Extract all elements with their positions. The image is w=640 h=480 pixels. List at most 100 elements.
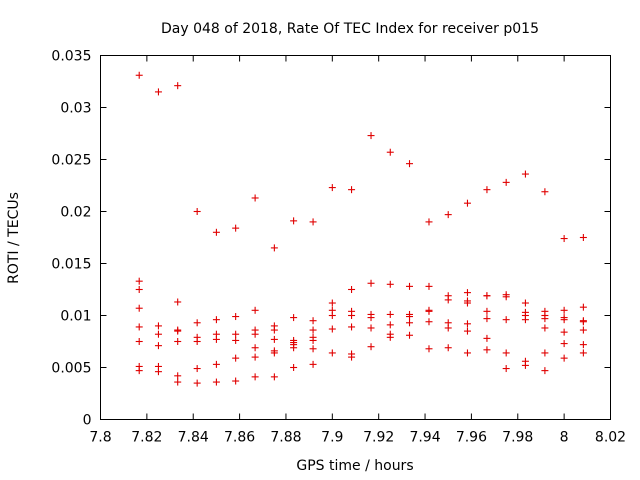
data-point bbox=[386, 321, 394, 329]
data-point bbox=[502, 365, 510, 373]
data-point bbox=[463, 349, 471, 357]
data-point bbox=[154, 330, 162, 338]
y-tick-label: 0.015 bbox=[51, 257, 91, 273]
data-point bbox=[270, 244, 278, 252]
data-point bbox=[348, 353, 356, 361]
data-point bbox=[212, 360, 220, 368]
data-point bbox=[502, 293, 510, 301]
data-point bbox=[232, 377, 240, 385]
data-point bbox=[251, 353, 259, 361]
data-point bbox=[251, 373, 259, 381]
data-point bbox=[483, 186, 491, 194]
data-point bbox=[483, 346, 491, 354]
data-point bbox=[560, 328, 568, 336]
data-point bbox=[367, 324, 375, 332]
data-point bbox=[174, 327, 182, 335]
x-tick-label: 7.8 bbox=[89, 430, 111, 446]
data-point bbox=[232, 224, 240, 232]
x-axis-label: GPS time / hours bbox=[296, 458, 413, 474]
data-point bbox=[579, 318, 587, 326]
data-point bbox=[290, 217, 298, 225]
data-point bbox=[367, 343, 375, 351]
data-point bbox=[309, 317, 317, 325]
data-point bbox=[483, 334, 491, 342]
data-point bbox=[348, 286, 356, 293]
data-point bbox=[328, 299, 336, 307]
data-point bbox=[367, 314, 375, 322]
y-tick-label: 0.025 bbox=[51, 153, 91, 169]
data-point bbox=[193, 338, 201, 345]
data-point bbox=[541, 315, 549, 323]
x-tick-label: 7.98 bbox=[502, 430, 533, 446]
data-point bbox=[483, 307, 491, 315]
data-point bbox=[270, 349, 278, 357]
data-point bbox=[463, 320, 471, 328]
data-point bbox=[521, 299, 529, 307]
data-point bbox=[309, 360, 317, 368]
data-point bbox=[483, 315, 491, 323]
y-axis: 0 0.005 0.01 0.015 0.02 0.025 0.03 0.035 bbox=[51, 49, 611, 429]
data-point bbox=[425, 307, 433, 315]
data-point bbox=[232, 336, 240, 344]
data-point bbox=[135, 338, 143, 345]
data-point bbox=[483, 292, 491, 300]
x-tick-label: 7.9 bbox=[321, 430, 343, 446]
data-point bbox=[174, 338, 182, 345]
data-point bbox=[193, 319, 201, 327]
data-point bbox=[521, 170, 529, 178]
data-points bbox=[135, 71, 587, 387]
data-point bbox=[521, 361, 529, 369]
data-point bbox=[174, 372, 182, 380]
data-point bbox=[560, 316, 568, 324]
data-point bbox=[174, 82, 182, 90]
data-point bbox=[251, 344, 259, 352]
data-point bbox=[386, 280, 394, 288]
data-point bbox=[444, 344, 452, 352]
data-point bbox=[309, 326, 317, 334]
data-point bbox=[406, 313, 414, 321]
data-point bbox=[425, 345, 433, 353]
data-point bbox=[502, 349, 510, 357]
data-point bbox=[232, 354, 240, 362]
data-point bbox=[154, 342, 162, 350]
data-point bbox=[212, 228, 220, 236]
data-point bbox=[541, 367, 549, 375]
data-point bbox=[154, 88, 162, 96]
data-point bbox=[309, 218, 317, 226]
data-point bbox=[212, 378, 220, 386]
data-point bbox=[521, 316, 529, 324]
data-point bbox=[444, 211, 452, 219]
data-point bbox=[309, 345, 317, 353]
data-point bbox=[309, 336, 317, 344]
data-point bbox=[425, 318, 433, 326]
data-point bbox=[560, 235, 568, 243]
data-point bbox=[232, 330, 240, 338]
data-point bbox=[251, 330, 259, 338]
data-point bbox=[174, 378, 182, 386]
data-point bbox=[135, 71, 143, 79]
y-tick-label: 0.02 bbox=[60, 205, 91, 221]
x-tick-label: 7.84 bbox=[178, 430, 209, 446]
x-tick-label: 7.86 bbox=[224, 430, 255, 446]
x-tick-label: 7.82 bbox=[131, 430, 162, 446]
x-tick-label: 8 bbox=[560, 430, 569, 446]
data-point bbox=[541, 324, 549, 332]
data-point bbox=[560, 306, 568, 314]
data-point bbox=[290, 364, 298, 371]
data-point bbox=[502, 316, 510, 324]
y-tick-label: 0.03 bbox=[60, 101, 91, 117]
data-point bbox=[193, 379, 201, 387]
y-axis-label: ROTI / TECUs bbox=[6, 192, 22, 284]
data-point bbox=[135, 304, 143, 312]
data-point bbox=[406, 331, 414, 339]
data-point bbox=[367, 132, 375, 140]
data-point bbox=[212, 316, 220, 324]
data-point bbox=[425, 218, 433, 226]
data-point bbox=[386, 148, 394, 156]
data-point bbox=[270, 326, 278, 334]
y-tick-label: 0.035 bbox=[51, 49, 91, 65]
data-point bbox=[579, 303, 587, 311]
data-point bbox=[406, 160, 414, 168]
data-point bbox=[290, 314, 298, 322]
